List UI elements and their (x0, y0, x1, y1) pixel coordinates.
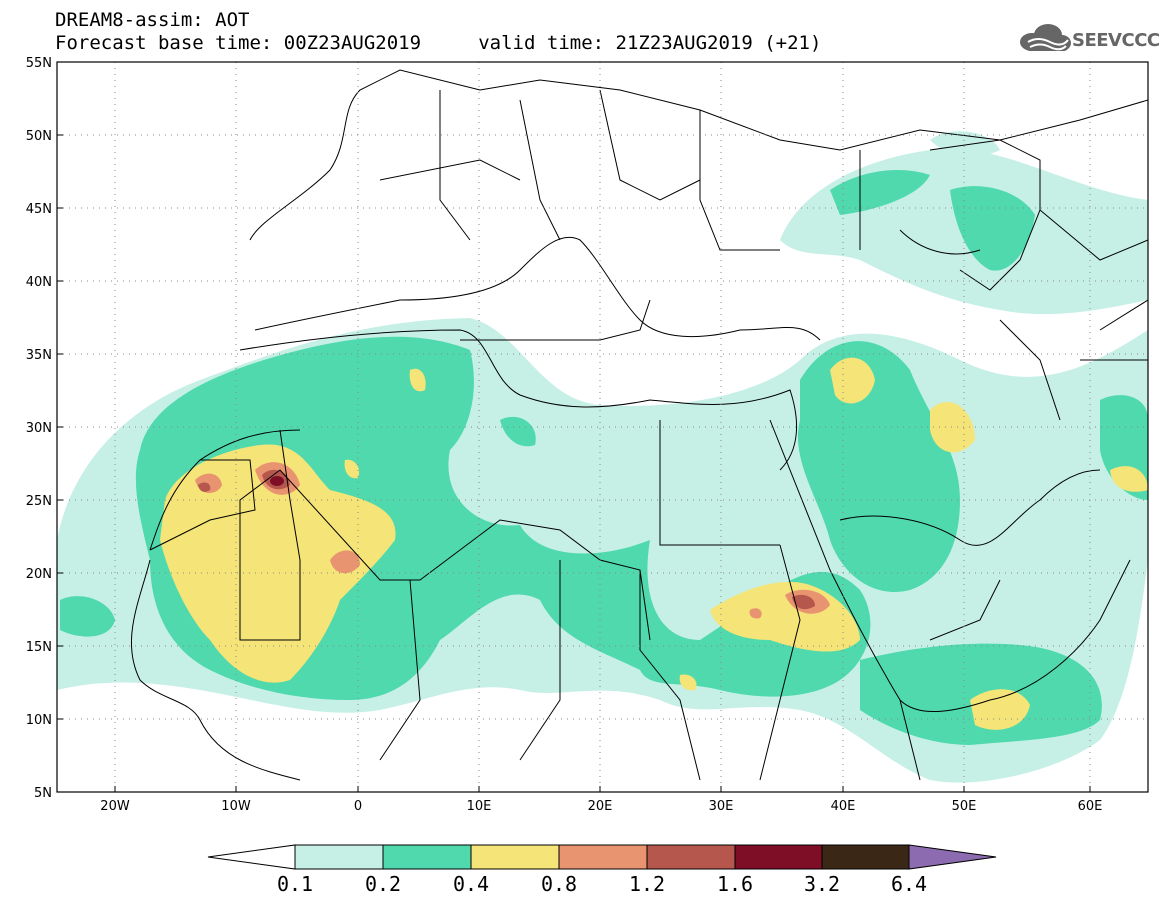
lat-tick-label: 10N (26, 713, 52, 728)
colorbar-label: 1.2 (628, 872, 666, 896)
colorbar-label: 0.4 (452, 872, 490, 896)
lon-tick-label: 0 (354, 799, 362, 814)
colorbar-segment (470, 844, 560, 870)
colorbar (207, 844, 997, 870)
lon-tick-label: 20W (100, 799, 130, 814)
colorbar-label: 0.2 (364, 872, 402, 896)
forecast-times: Forecast base time: 00Z23AUG2019 valid t… (55, 32, 822, 54)
colorbar-segment (734, 844, 823, 870)
lat-tick-label: 40N (26, 275, 52, 290)
longitude-axis: 20W 10W 0 10E 20E 30E 40E 50E 60E (100, 799, 1102, 814)
colorbar-segment (294, 844, 384, 870)
lon-tick-label: 10W (221, 799, 251, 814)
lon-tick-label: 10E (467, 799, 492, 814)
colorbar-segment (821, 844, 910, 870)
colorbar-under-arrow (207, 844, 296, 870)
lon-tick-label: 40E (831, 799, 856, 814)
colorbar-label: 0.1 (276, 872, 314, 896)
colorbar-label: 3.2 (803, 872, 841, 896)
lon-tick-label: 30E (709, 799, 734, 814)
lon-tick-label: 50E (952, 799, 977, 814)
logo-text: SEEVCCC (1072, 30, 1160, 51)
colorbar-segment (646, 844, 736, 870)
colorbar-label: 0.8 (540, 872, 578, 896)
colorbar-over-arrow (908, 844, 997, 870)
lat-tick-label: 45N (26, 202, 52, 217)
lat-tick-label: 15N (26, 640, 52, 655)
lat-tick-label: 35N (26, 348, 52, 363)
lat-tick-label: 50N (26, 129, 52, 144)
lat-tick-label: 30N (26, 421, 52, 436)
lat-tick-label: 55N (26, 56, 52, 71)
lon-tick-label: 60E (1078, 799, 1103, 814)
colorbar-segment (382, 844, 472, 870)
colorbar-segment (558, 844, 648, 870)
lat-tick-label: 25N (26, 494, 52, 509)
lon-tick-label: 20E (588, 799, 613, 814)
map-title: DREAM8-assim: AOT (55, 9, 250, 31)
colorbar-label: 1.6 (716, 872, 754, 896)
latitude-axis: 55N 50N 45N 40N 35N 30N 25N 20N 15N 10N … (26, 56, 52, 801)
cloud-logo-icon (1020, 24, 1071, 51)
colorbar-label: 6.4 (890, 872, 928, 896)
lat-tick-label: 20N (26, 567, 52, 582)
aot-contours (57, 62, 1148, 792)
lat-tick-label: 5N (34, 786, 52, 801)
